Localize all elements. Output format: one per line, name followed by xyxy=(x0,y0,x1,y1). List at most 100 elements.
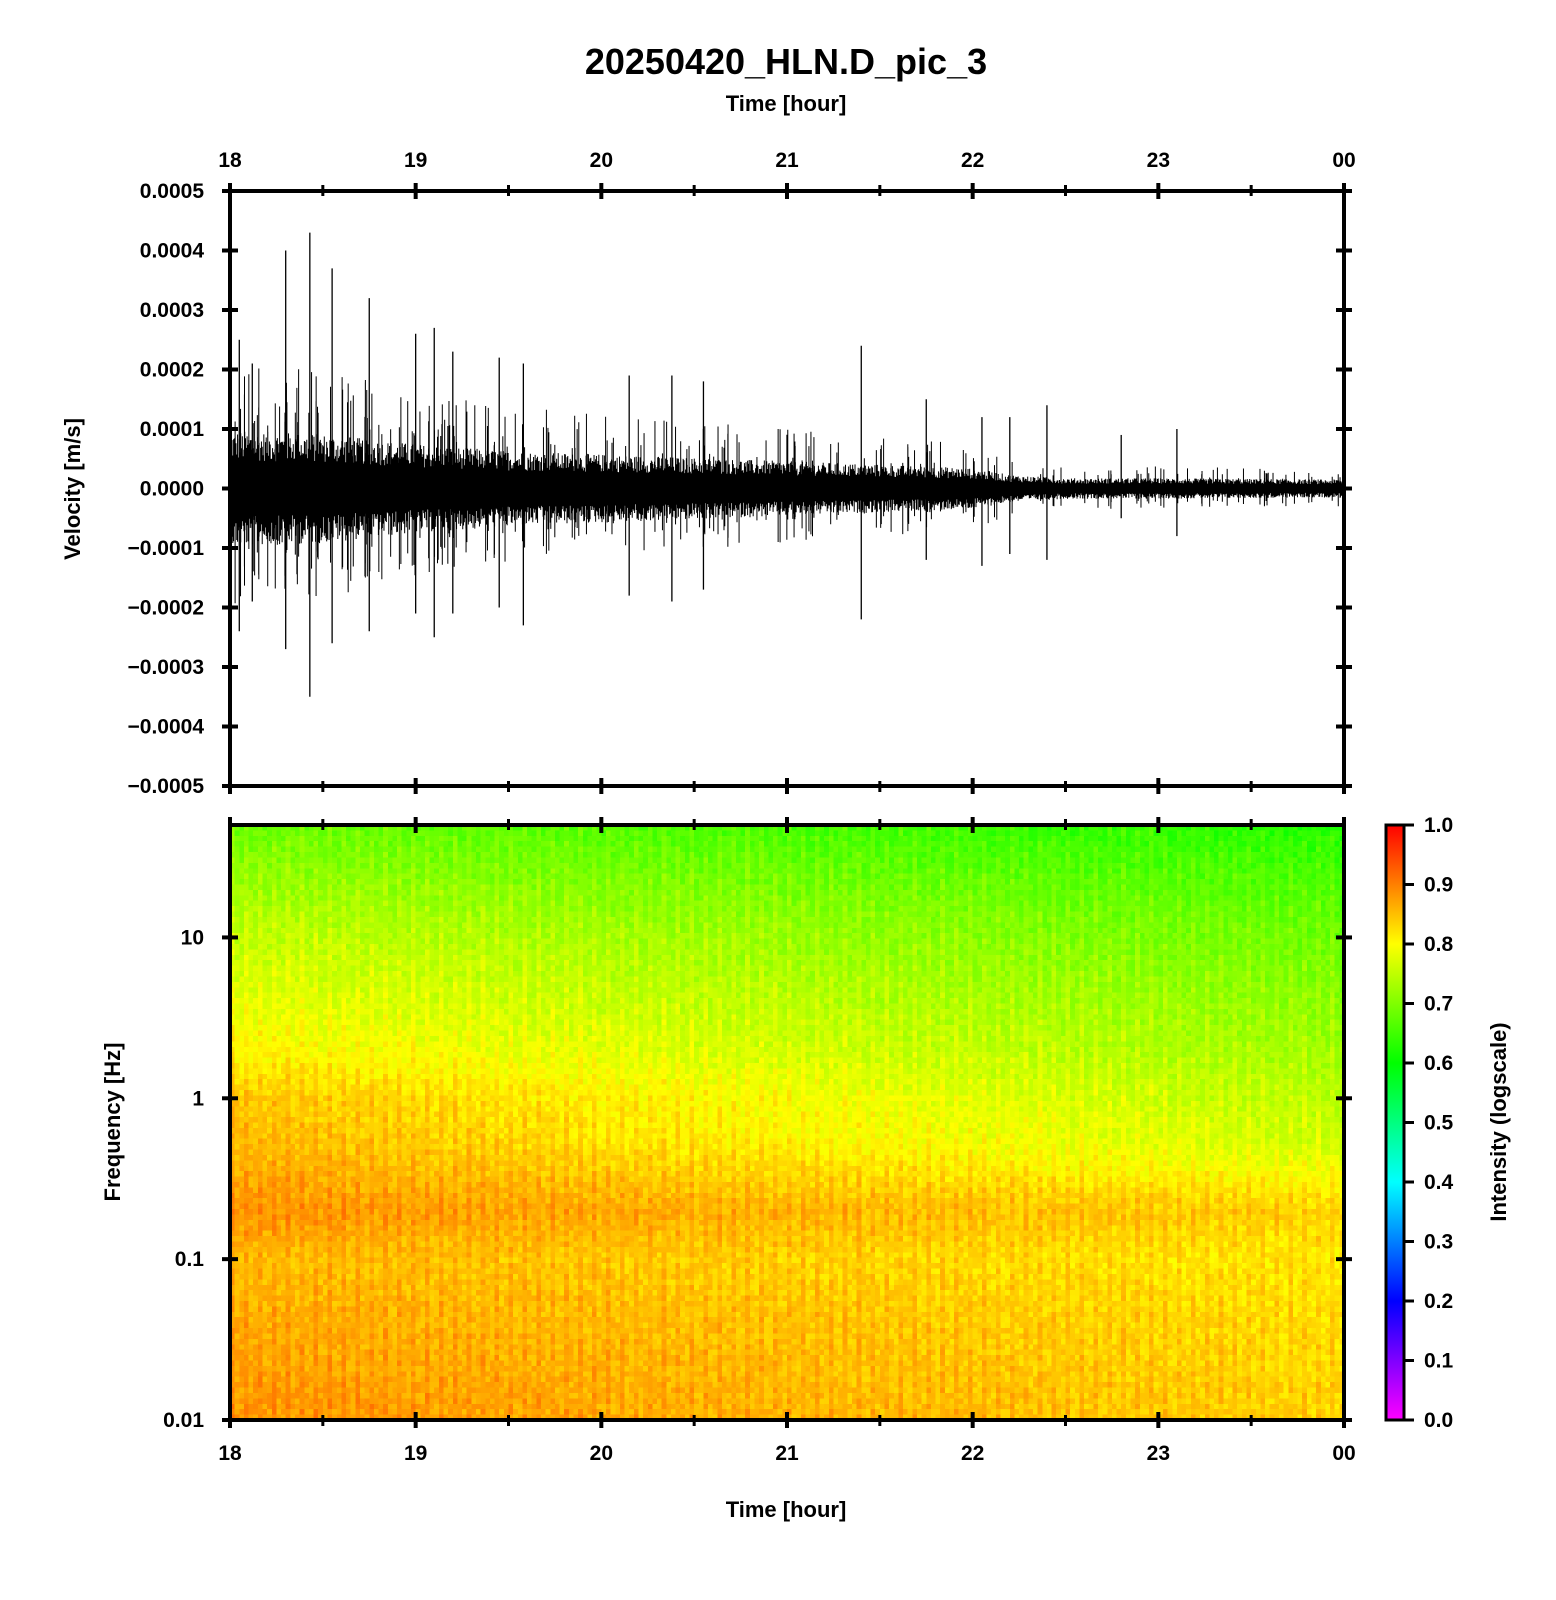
spectrogram-cell xyxy=(619,841,626,848)
spectrogram-cell xyxy=(661,895,667,902)
spectrogram-cell xyxy=(605,911,612,918)
spectrogram-cell xyxy=(318,873,324,880)
spectrogram-cell xyxy=(995,857,1002,864)
spectrogram-cell xyxy=(359,922,366,929)
spectrogram-cell xyxy=(916,830,923,837)
spectrogram-cell xyxy=(977,895,983,902)
spectrogram-cell xyxy=(1046,873,1053,880)
spectrogram-cell xyxy=(661,857,667,864)
spectrogram-cell xyxy=(392,835,398,842)
spectrogram-cell xyxy=(893,916,899,923)
spectrogram-cell xyxy=(1079,846,1085,853)
spectrogram-cell xyxy=(253,825,259,832)
spectrogram-cell xyxy=(438,852,445,859)
spectrogram-cell xyxy=(745,868,751,875)
spectrogram-cell xyxy=(401,857,407,864)
spectrogram-cell xyxy=(828,884,835,891)
spectrogram-cell xyxy=(480,868,486,875)
spectrogram-cell xyxy=(508,868,514,875)
spectrogram-cell xyxy=(1023,852,1029,859)
spectrogram-cell xyxy=(1060,852,1067,859)
spectrogram-cell xyxy=(1265,862,1271,869)
spectrogram-cell xyxy=(1186,916,1192,923)
spectrogram-cell xyxy=(457,879,463,886)
spectrogram-cell xyxy=(378,895,384,902)
spectrogram-cell xyxy=(1149,889,1155,896)
spectrogram-cell xyxy=(499,830,505,837)
spectrogram-cell xyxy=(522,868,528,875)
spectrogram-cell xyxy=(1176,862,1183,869)
spectrogram-cell xyxy=(1334,927,1340,934)
spectrogram-cell xyxy=(332,857,338,864)
spectrogram-cell xyxy=(401,933,407,940)
spectrogram-cell xyxy=(652,879,658,886)
spectrogram-cell xyxy=(1070,873,1076,880)
spectrogram-cell xyxy=(1028,846,1034,853)
spectrogram-cell xyxy=(1028,825,1034,832)
spectrogram-cell xyxy=(559,879,565,886)
spectrogram-cell xyxy=(1334,841,1340,848)
spectrogram-cell xyxy=(838,922,844,929)
spectrogram-cell xyxy=(717,927,723,934)
spectrogram-cell xyxy=(865,862,872,869)
spectrogram-cell xyxy=(819,862,825,869)
spectrogram-cell xyxy=(476,889,482,896)
spectrogram-cell xyxy=(346,841,352,848)
spectrogram-cell xyxy=(281,879,287,886)
spectrogram-cell xyxy=(1283,830,1289,837)
spectrogram-cell xyxy=(1046,857,1053,864)
spectrogram-cell xyxy=(517,906,524,913)
spectrogram-cell xyxy=(717,889,723,896)
spectrogram-cell xyxy=(568,825,575,832)
spectrogram-cell xyxy=(1190,835,1197,842)
spectrogram-cell xyxy=(568,841,575,848)
spectrogram-cell xyxy=(276,841,282,848)
spectrogram-cell xyxy=(652,911,658,918)
spectrogram-cell xyxy=(1093,911,1099,918)
spectrogram-cell xyxy=(629,933,635,940)
spectrogram-cell xyxy=(285,852,291,859)
spectrogram-cell xyxy=(856,916,862,923)
spectrogram-cell xyxy=(1144,884,1150,891)
spectrogram-cell xyxy=(1074,862,1081,869)
spectrogram-cell xyxy=(587,933,593,940)
spectrogram-cell xyxy=(322,895,329,902)
spectrogram-cell xyxy=(907,889,913,896)
spectrogram-cell xyxy=(1237,900,1243,907)
spectrogram-cell xyxy=(800,873,807,880)
spectrogram-cell xyxy=(1302,841,1308,848)
spectrogram-cell xyxy=(1162,906,1169,913)
spectrogram-cell xyxy=(944,922,951,929)
spectrogram-cell xyxy=(884,879,890,886)
spectrogram-cell xyxy=(1070,916,1076,923)
spectrogram-cell xyxy=(1232,884,1238,891)
spectrogram-cell xyxy=(661,911,667,918)
spectrogram-cell xyxy=(1339,889,1344,896)
spectrogram-cell xyxy=(1023,857,1029,864)
spectrogram-cell xyxy=(735,873,742,880)
spectrogram-cell xyxy=(814,879,821,886)
spectrogram-cell xyxy=(285,900,291,907)
spectrogram-cell xyxy=(856,830,862,837)
spectrogram-cell xyxy=(907,916,913,923)
spectrogram-cell xyxy=(1218,884,1224,891)
spectrogram-cell xyxy=(415,830,421,837)
spectrogram-cell xyxy=(991,879,997,886)
spectrogram-cell xyxy=(879,916,886,923)
spectrogram-cell xyxy=(392,906,398,913)
spectrogram-cell xyxy=(540,841,547,848)
spectrogram-cell xyxy=(1237,857,1243,864)
spectrogram-cell xyxy=(582,830,589,837)
spectrogram-cell xyxy=(935,927,941,934)
spectrogram-cell xyxy=(712,895,718,902)
spectrogram-cell xyxy=(550,900,556,907)
spectrogram-cell xyxy=(879,873,886,880)
spectrogram-cell xyxy=(842,868,848,875)
spectrogram-cell xyxy=(1088,916,1094,923)
spectrogram-cell xyxy=(568,868,575,875)
spectrogram-cell xyxy=(847,825,853,832)
spectrogram-cell xyxy=(670,906,677,913)
spectrogram-cell xyxy=(610,911,616,918)
spectrogram-cell xyxy=(856,857,862,864)
spectrogram-cell xyxy=(1186,830,1192,837)
